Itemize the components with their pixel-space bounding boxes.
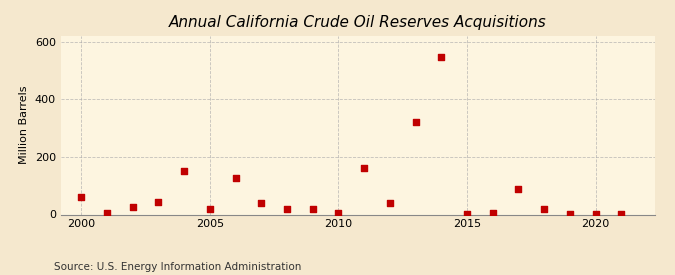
Point <box>590 212 601 216</box>
Point <box>539 207 549 211</box>
Point <box>333 211 344 215</box>
Point <box>128 205 138 210</box>
Point <box>513 186 524 191</box>
Text: Source: U.S. Energy Information Administration: Source: U.S. Energy Information Administ… <box>54 262 301 272</box>
Point <box>307 207 318 211</box>
Point <box>385 201 396 205</box>
Y-axis label: Million Barrels: Million Barrels <box>19 86 29 164</box>
Point <box>487 211 498 215</box>
Point <box>205 207 215 211</box>
Point <box>616 211 626 216</box>
Title: Annual California Crude Oil Reserves Acquisitions: Annual California Crude Oil Reserves Acq… <box>169 15 547 31</box>
Point <box>230 176 241 181</box>
Point <box>410 120 421 125</box>
Point <box>153 199 164 204</box>
Point <box>102 211 113 215</box>
Point <box>256 201 267 205</box>
Point <box>76 195 86 199</box>
Point <box>436 55 447 60</box>
Point <box>359 166 370 170</box>
Point <box>462 211 472 216</box>
Point <box>564 211 575 216</box>
Point <box>179 169 190 174</box>
Point <box>281 207 292 211</box>
